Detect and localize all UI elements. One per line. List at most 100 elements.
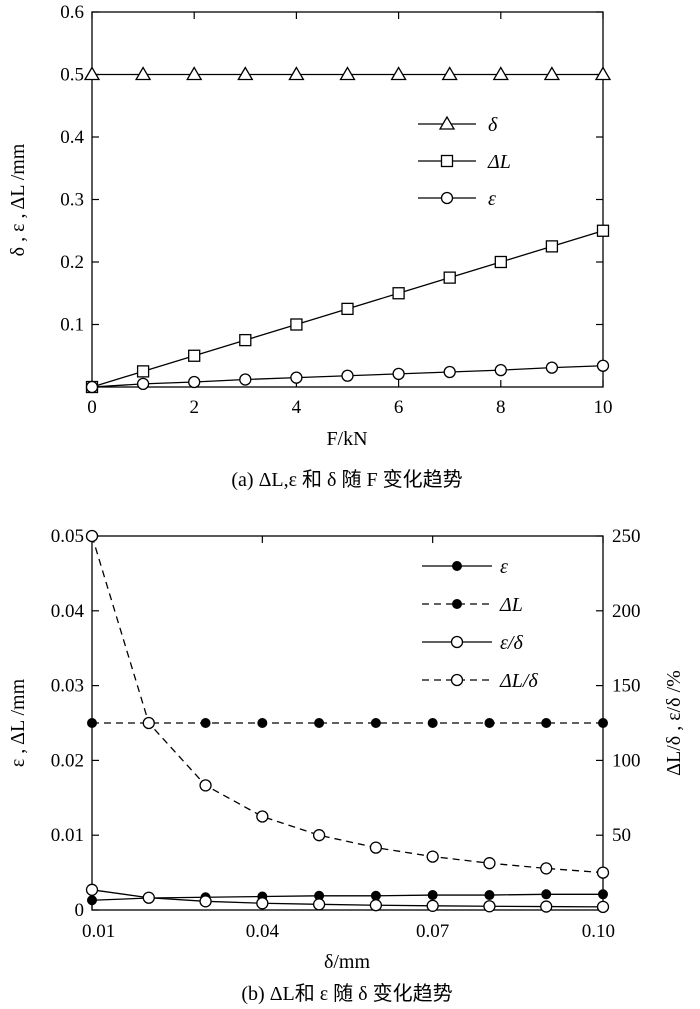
data-point-b-1 — [427, 718, 438, 728]
x-axis-label-a: F/kN — [326, 428, 367, 450]
y-tick-label-b-right: 250 — [612, 526, 641, 547]
x-tick-label-a: 2 — [189, 397, 199, 418]
data-point-b-1 — [484, 718, 495, 728]
data-point-b-1 — [87, 718, 97, 728]
legend-label-b: ΔL — [499, 594, 523, 616]
panel-a: 0.1 0.2 0.3 0.4 0.5 0.6 0 2 4 6 8 10 δ ΔL ε F/kN δ ,… — [7, 2, 613, 491]
y-tick-label-b: 0.05 — [51, 526, 84, 547]
data-point-a-0 — [339, 66, 356, 81]
data-point-a-0 — [186, 66, 203, 81]
data-point-a-1 — [239, 333, 252, 347]
data-point-b-1 — [370, 718, 381, 728]
y-axis-label-b: ε , ΔL /mm — [7, 678, 29, 767]
legend-label-a: δ — [488, 114, 498, 136]
data-point-b-3 — [199, 779, 212, 792]
data-point-a-0 — [83, 66, 101, 81]
caption-b: (b) ΔL和 ε 随 δ 变化趋势 — [241, 982, 452, 1005]
data-point-b-1 — [200, 718, 211, 728]
data-point-b-3 — [85, 529, 99, 543]
x-axis-label-b: δ/mm — [324, 951, 371, 973]
data-point-a-0 — [134, 66, 152, 81]
legend-marker-b — [452, 599, 462, 609]
y-tick-label-b-right: 50 — [612, 825, 631, 846]
data-point-a-2 — [290, 371, 303, 384]
data-point-a-0 — [543, 66, 561, 81]
legend-marker-a — [438, 115, 456, 130]
data-point-a-0 — [594, 66, 612, 81]
data-point-b-0 — [484, 890, 495, 901]
data-point-a-2 — [392, 367, 405, 381]
y-tick-label-b: 0.04 — [51, 601, 85, 622]
caption-a: (a) ΔL,ε 和 δ 随 F 变化趋势 — [231, 468, 462, 491]
y-axis-label-right-b: ΔL/δ , ε/δ /% — [663, 670, 685, 776]
y-tick-label-a: 0.2 — [60, 252, 84, 273]
data-point-a-1 — [443, 271, 456, 284]
y-tick-label-a: 0.5 — [60, 65, 84, 86]
legend-label-b: ε/δ — [500, 632, 523, 654]
y-tick-label-a: 0.3 — [60, 190, 84, 211]
y-tick-label-b-right: 200 — [612, 601, 641, 622]
data-point-b-0 — [370, 890, 381, 901]
data-point-a-1 — [290, 318, 303, 331]
data-point-a-2 — [136, 377, 150, 391]
series-line-b-2 — [91, 889, 604, 908]
data-point-a-1 — [188, 349, 201, 362]
data-point-b-3 — [312, 829, 326, 842]
series-line-b-0 — [91, 893, 603, 901]
data-point-b-1 — [314, 718, 325, 728]
data-point-b-2 — [540, 900, 553, 913]
data-point-b-2 — [596, 900, 610, 914]
y-tick-label-b: 0.03 — [51, 676, 84, 697]
y-tick-label-b: 0.01 — [51, 825, 84, 846]
y-tick-label-b-right: 100 — [612, 750, 641, 771]
data-point-b-0 — [541, 889, 552, 900]
data-point-a-1 — [494, 255, 507, 269]
x-tick-label-a: 0 — [87, 397, 97, 418]
legend-label-a: ΔL — [487, 151, 511, 173]
legend-marker-b — [450, 635, 464, 649]
data-point-b-2 — [256, 897, 269, 910]
y-tick-label-a: 0.4 — [60, 127, 84, 148]
y-tick-label-a: 0.6 — [60, 2, 84, 23]
data-point-b-0 — [87, 895, 97, 906]
data-point-b-3 — [426, 850, 439, 863]
data-point-a-2 — [443, 365, 456, 379]
y-tick-label-b: 0.02 — [51, 750, 84, 771]
x-tick-label-b: 0.04 — [246, 921, 280, 942]
y-axis-label-a: δ , ε , ΔL /mm — [7, 143, 29, 256]
legend-marker-b — [450, 673, 464, 687]
x-tick-label-a: 8 — [496, 397, 506, 418]
data-point-a-0 — [237, 66, 254, 81]
data-point-a-2 — [85, 380, 99, 394]
data-point-b-2 — [369, 899, 383, 912]
y-tick-label-b: 0 — [75, 900, 85, 921]
data-point-b-3 — [540, 862, 553, 875]
legend-marker-a — [440, 154, 454, 168]
data-point-b-1 — [598, 718, 608, 728]
data-point-a-2 — [494, 363, 507, 377]
data-point-b-1 — [257, 718, 268, 728]
series-line-b-3 — [91, 535, 604, 874]
data-point-b-3 — [256, 810, 269, 823]
x-tick-label-b: 0.07 — [416, 921, 449, 942]
data-point-b-3 — [596, 866, 610, 879]
data-point-b-3 — [369, 841, 383, 854]
data-point-b-2 — [85, 883, 99, 896]
data-point-b-3 — [483, 857, 496, 870]
data-point-b-0 — [427, 890, 438, 901]
data-point-b-3 — [142, 716, 155, 730]
x-tick-label-a: 4 — [292, 397, 302, 418]
data-point-a-1 — [136, 365, 150, 378]
x-tick-label-b: 0.01 — [82, 921, 115, 942]
y-tick-label-a: 0.1 — [60, 315, 84, 336]
data-point-b-2 — [142, 891, 155, 904]
data-point-a-0 — [390, 66, 407, 81]
data-point-a-2 — [596, 359, 610, 372]
y-tick-label-b-right: 150 — [612, 676, 641, 697]
data-point-a-1 — [392, 287, 405, 300]
x-tick-label-b: 0.10 — [582, 921, 615, 942]
data-point-b-2 — [312, 898, 326, 911]
data-point-a-0 — [441, 66, 458, 81]
data-point-a-0 — [492, 66, 509, 81]
